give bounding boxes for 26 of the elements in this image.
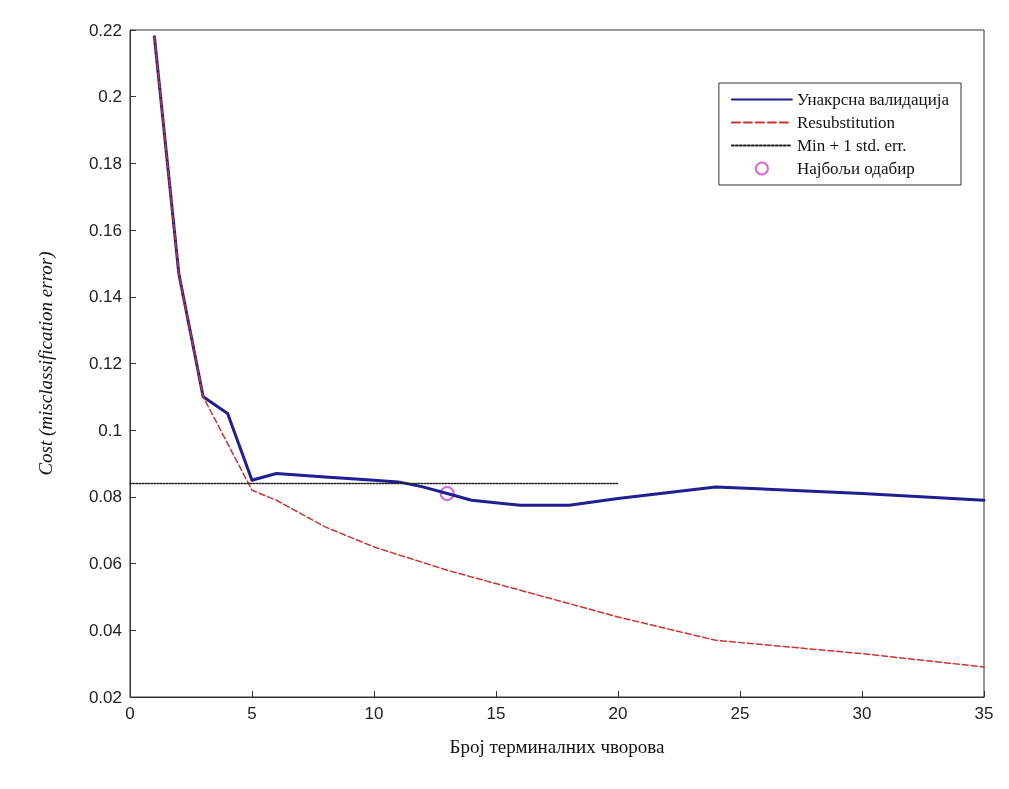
x-tick-label: 10 [364,704,384,723]
x-tick-label: 25 [730,704,750,723]
line-series [153,35,985,668]
y-tick-label: 0.2 [98,87,122,107]
y-tick-label: 0.16 [88,220,122,240]
legend-label: Min + 1 std. err. [796,136,907,155]
x-tick-label: 30 [852,704,872,723]
y-tick-label: 0.12 [88,354,122,373]
y-tick-label: 0.1 [98,420,122,440]
x-tick-label: 15 [486,704,506,723]
y-tick-label: 0.06 [88,554,122,574]
y-tick-label: 0.22 [88,20,122,40]
y-tick-label: 0.04 [88,620,122,640]
legend-label: Најбољи одабир [796,159,915,178]
y-tick-label: 0.14 [88,287,122,307]
y-tick-label: 0.18 [88,153,122,173]
x-tick-label: 5 [247,704,257,723]
x-axis-title: Број терминалних чворова [449,736,666,757]
legend-label: Унакрсна валидација [796,90,950,109]
legend-label: Resubstitution [796,113,896,132]
x-tick-label: 20 [608,704,628,723]
x-tick-label: 35 [974,704,994,723]
y-axis-title: Cost (misclassification error) [35,251,57,476]
y-tick-label: 0.02 [88,687,122,707]
y-tick-label: 0.08 [88,487,122,507]
x-tick-label: 0 [125,704,135,723]
